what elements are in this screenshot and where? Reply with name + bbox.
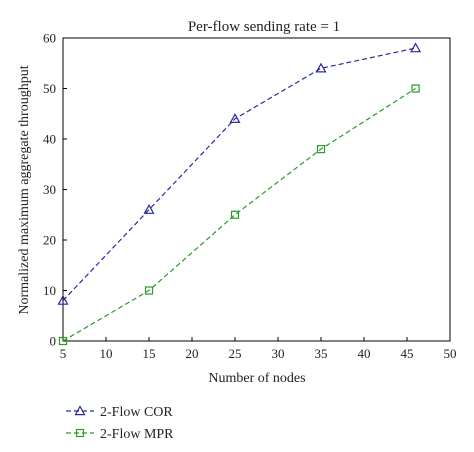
data-point-2-flow-cor bbox=[57, 294, 69, 305]
x-tick-label: 35 bbox=[315, 346, 328, 361]
y-tick-label: 30 bbox=[43, 182, 56, 197]
series-layer bbox=[57, 42, 422, 346]
y-axis-ticks: 0 10 20 30 40 50 60 bbox=[43, 31, 67, 349]
data-point-2-flow-cor bbox=[229, 113, 241, 124]
legend-label: 2-Flow MPR bbox=[100, 427, 174, 442]
series-line-2-flow-mpr bbox=[62, 87, 416, 342]
legend-item-2-flow-cor: 2-Flow COR bbox=[66, 405, 173, 420]
x-tick-label: 10 bbox=[100, 346, 113, 361]
x-tick-label: 25 bbox=[229, 346, 242, 361]
y-tick-label: 40 bbox=[43, 132, 56, 147]
series-2-flow-cor bbox=[57, 42, 422, 305]
y-tick-label: 10 bbox=[43, 283, 56, 298]
x-tick-label: 20 bbox=[186, 346, 199, 361]
y-tick-label: 0 bbox=[50, 334, 57, 349]
y-tick-label: 50 bbox=[43, 81, 56, 96]
legend-item-2-flow-mpr: 2-Flow MPR bbox=[66, 427, 174, 442]
x-tick-label: 45 bbox=[401, 346, 414, 361]
data-point-2-flow-mpr bbox=[144, 286, 154, 295]
data-point-2-flow-mpr bbox=[230, 210, 240, 219]
x-tick-label: 50 bbox=[444, 346, 457, 361]
legend-marker bbox=[75, 428, 85, 438]
y-axis-label: Normalized maximum aggregate throughput bbox=[17, 65, 32, 314]
series-line-2-flow-cor bbox=[62, 47, 416, 302]
data-point-2-flow-mpr bbox=[316, 145, 326, 154]
y-tick-label: 60 bbox=[43, 31, 56, 46]
legend-label: 2-Flow COR bbox=[100, 405, 173, 420]
data-point-2-flow-cor bbox=[143, 203, 155, 214]
y-tick-label: 20 bbox=[43, 233, 56, 248]
legend-marker bbox=[74, 405, 86, 416]
x-tick-label: 40 bbox=[358, 346, 371, 361]
data-point-2-flow-mpr bbox=[58, 336, 68, 346]
data-point-2-flow-mpr bbox=[411, 84, 420, 93]
x-tick-label: 15 bbox=[143, 346, 156, 361]
x-tick-label: 30 bbox=[272, 346, 285, 361]
x-axis-label: Number of nodes bbox=[208, 371, 305, 386]
x-tick-label: 5 bbox=[60, 346, 67, 361]
legend: 2-Flow COR 2-Flow MPR bbox=[66, 405, 174, 442]
chart-title: Per-flow sending rate = 1 bbox=[188, 19, 340, 35]
series-2-flow-mpr bbox=[58, 84, 420, 346]
data-point-2-flow-cor bbox=[315, 62, 327, 73]
plot-area bbox=[62, 37, 451, 342]
data-point-2-flow-cor bbox=[410, 42, 422, 53]
x-axis-ticks: 5 10 15 20 25 30 35 40 45 50 bbox=[60, 337, 457, 361]
